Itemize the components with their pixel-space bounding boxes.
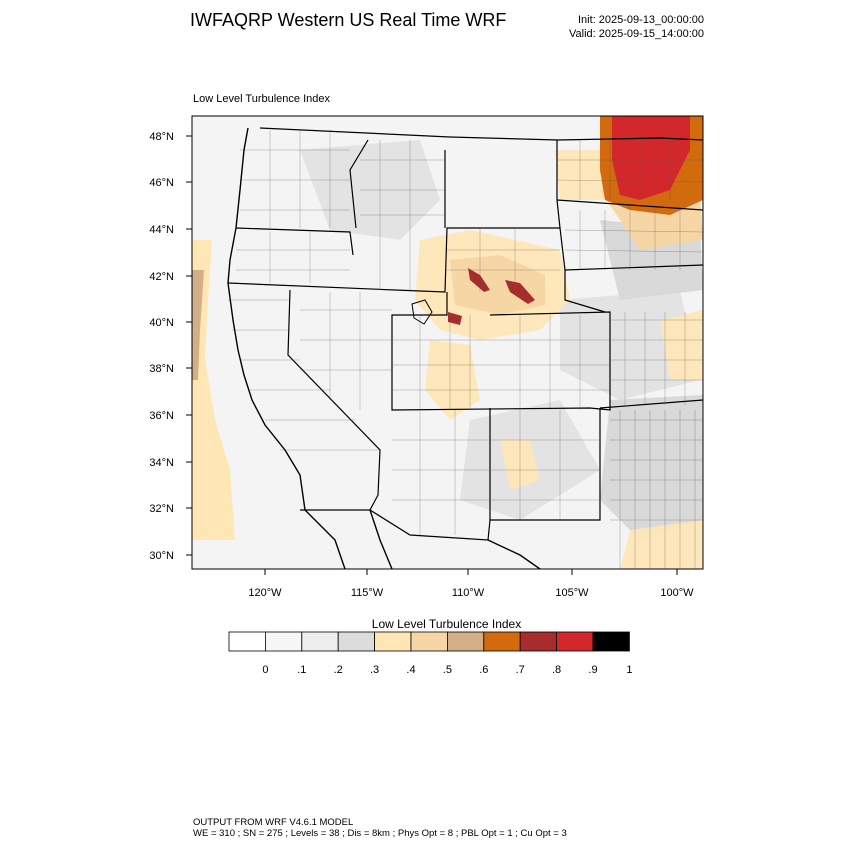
colorbar-swatch xyxy=(483,631,521,652)
colorbar-tick-label: .6 xyxy=(479,664,488,676)
init-time: Init: 2025-09-13_00:00:00 xyxy=(578,14,704,26)
colorbar-tick-label: .2 xyxy=(334,664,343,676)
lon-label-120: 120°W xyxy=(248,587,282,599)
mountain-turbulence xyxy=(448,268,535,325)
field-name: Low Level Turbulence Index xyxy=(193,93,330,105)
county-lines xyxy=(228,130,703,569)
lat-label-36: 36°N xyxy=(149,410,174,422)
colorbar-swatch xyxy=(374,631,412,652)
coastal-band xyxy=(192,240,235,540)
colorbar-swatch xyxy=(519,631,558,652)
lat-label-46: 46°N xyxy=(149,177,174,189)
lat-label-34: 34°N xyxy=(149,457,174,469)
colorbar-tick-label: .8 xyxy=(552,664,561,676)
lat-label-48: 48°N xyxy=(149,131,174,143)
colorbar-tick-label: .4 xyxy=(406,664,415,676)
lat-label-40: 40°N xyxy=(149,317,174,329)
colorbar-swatch xyxy=(410,631,448,652)
map-frame xyxy=(191,115,704,570)
colorbar-tick-label: .3 xyxy=(370,664,379,676)
lon-label-110: 110°W xyxy=(452,587,485,599)
page-title: IWFAQRP Western US Real Time WRF xyxy=(190,10,507,30)
colorbar-swatch xyxy=(301,631,339,652)
colorbar-swatch xyxy=(228,631,266,652)
coastal-band xyxy=(192,270,204,380)
colorbar-tick-label: 1 xyxy=(626,664,632,676)
lon-label-105: 105°W xyxy=(555,587,589,599)
colorbar: 0 .1 .2 .3 .4 .5 .6 .7 .8 .9 1 xyxy=(228,631,632,676)
coastline xyxy=(227,127,541,569)
colorbar-tick-label: .7 xyxy=(516,664,525,676)
lon-ticks xyxy=(264,569,678,575)
high-turbulence xyxy=(612,116,690,200)
lat-label-38: 38°N xyxy=(149,363,174,375)
colorbar-swatch xyxy=(446,631,485,652)
lat-label-44: 44°N xyxy=(149,224,174,236)
lat-ticks xyxy=(186,135,192,556)
colorbar-swatch xyxy=(556,631,594,652)
lat-label-30: 30°N xyxy=(149,550,174,562)
footer-model-line: OUTPUT FROM WRF V4.6.1 MODEL xyxy=(193,817,354,828)
footer-config-line: WE = 310 ; SN = 275 ; Levels = 38 ; Dis … xyxy=(193,828,567,839)
valid-time: Valid: 2025-09-15_14:00:00 xyxy=(569,28,704,40)
colorbar-swatch xyxy=(337,631,376,652)
lon-label-100: 100°W xyxy=(660,587,694,599)
colorbar-tick-label: .9 xyxy=(588,664,597,676)
colorbar-title: Low Level Turbulence Index xyxy=(371,617,522,631)
terrain-shading xyxy=(300,140,700,520)
colorbar-tick-label: .5 xyxy=(443,664,452,676)
colorbar-swatch xyxy=(592,631,630,652)
colorbar-swatch xyxy=(264,631,303,652)
map-area xyxy=(192,116,703,569)
mountain-turbulence xyxy=(415,150,703,569)
great-salt-lake xyxy=(411,299,433,325)
colorbar-tick-label: .1 xyxy=(297,664,306,676)
colorbar-tick-label: 0 xyxy=(262,664,268,676)
lat-label-32: 32°N xyxy=(149,503,174,515)
lat-label-42: 42°N xyxy=(149,271,174,283)
lon-label-115: 115°W xyxy=(351,587,384,599)
